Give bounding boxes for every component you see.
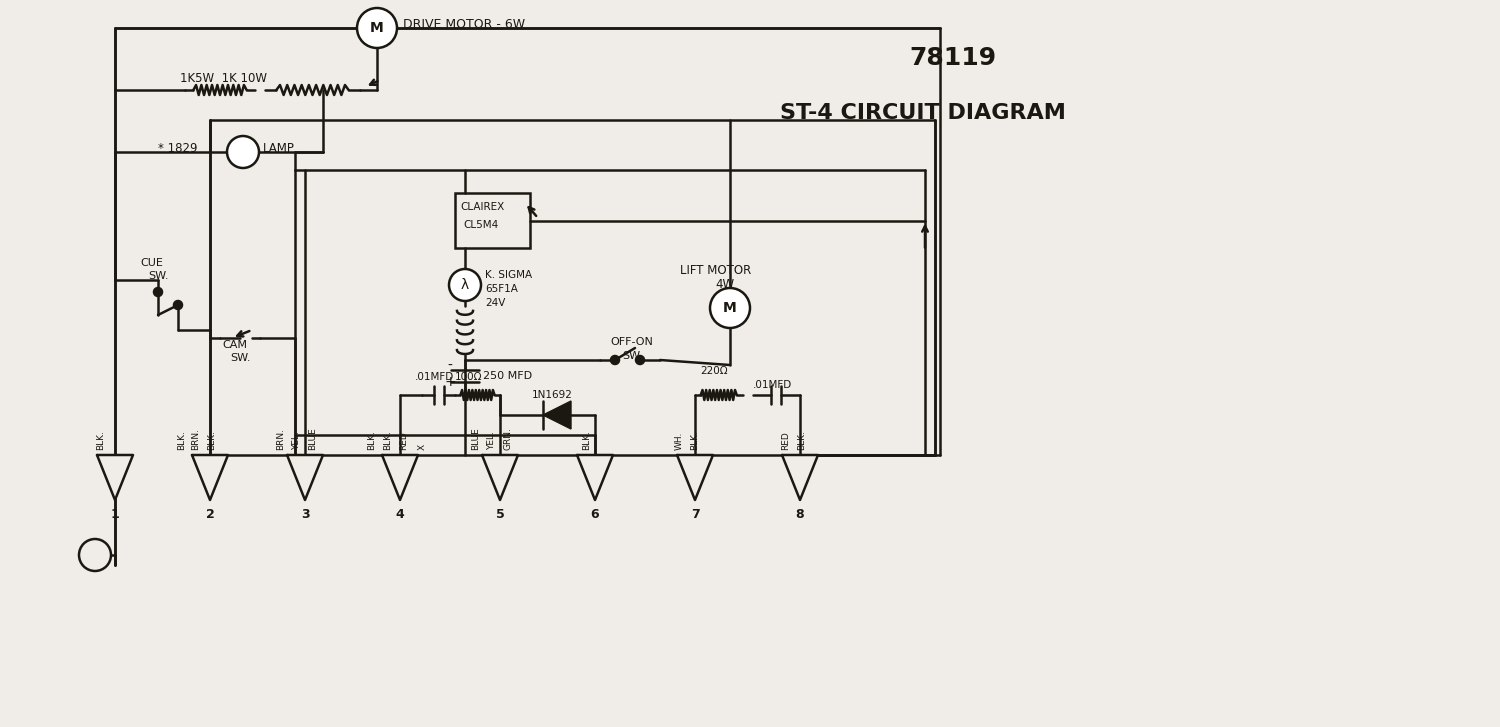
Text: 78119: 78119	[909, 46, 996, 71]
Text: CL5M4: CL5M4	[464, 220, 498, 230]
Text: 220Ω: 220Ω	[700, 366, 727, 376]
Circle shape	[226, 136, 260, 168]
Circle shape	[357, 8, 398, 48]
Text: RED: RED	[782, 431, 790, 450]
Text: X: X	[417, 444, 426, 450]
Text: BLK.: BLK.	[690, 430, 699, 450]
Text: LAMP: LAMP	[262, 142, 296, 156]
Text: .01MFD: .01MFD	[416, 372, 454, 382]
Text: 24V: 24V	[484, 298, 506, 308]
Polygon shape	[782, 455, 818, 500]
Text: +: +	[446, 375, 456, 389]
Text: SW.: SW.	[622, 351, 642, 361]
Text: * 1829: * 1829	[158, 142, 198, 156]
Text: LIFT MOTOR: LIFT MOTOR	[680, 263, 752, 276]
Text: YEL.: YEL.	[292, 431, 302, 450]
Text: 7: 7	[690, 507, 699, 521]
Text: BLUE: BLUE	[471, 427, 480, 450]
Polygon shape	[543, 401, 572, 429]
Text: BLK.: BLK.	[368, 430, 376, 450]
Text: BLK.: BLK.	[96, 430, 105, 450]
Circle shape	[448, 269, 482, 301]
Text: CAM: CAM	[222, 340, 248, 350]
Text: 6: 6	[591, 507, 600, 521]
Text: CLAIREX: CLAIREX	[460, 202, 504, 212]
Text: WH.: WH.	[675, 432, 684, 450]
Polygon shape	[382, 455, 418, 500]
Text: 1N1692: 1N1692	[532, 390, 573, 400]
Text: 65F1A: 65F1A	[484, 284, 518, 294]
Text: BLK.: BLK.	[177, 430, 186, 450]
Circle shape	[174, 301, 182, 309]
Text: λ: λ	[460, 278, 470, 292]
Text: RED: RED	[399, 431, 408, 450]
Text: 100Ω: 100Ω	[454, 372, 483, 382]
Text: 3: 3	[300, 507, 309, 521]
Text: .01MFD: .01MFD	[753, 380, 792, 390]
Text: 4: 4	[396, 507, 405, 521]
Text: -: -	[447, 359, 452, 373]
Polygon shape	[286, 455, 322, 500]
Circle shape	[636, 356, 644, 364]
Text: K. SIGMA: K. SIGMA	[484, 270, 532, 280]
Polygon shape	[578, 455, 614, 500]
Text: BRN.: BRN.	[276, 428, 285, 450]
Circle shape	[154, 288, 162, 296]
Polygon shape	[98, 455, 134, 500]
Text: M: M	[370, 21, 384, 35]
Text: SW.: SW.	[148, 271, 168, 281]
Circle shape	[610, 356, 620, 364]
Circle shape	[80, 539, 111, 571]
Text: 1K5W  1K 10W: 1K5W 1K 10W	[180, 71, 267, 84]
Text: BLK.: BLK.	[798, 430, 807, 450]
Text: YEL.: YEL.	[488, 431, 496, 450]
Text: 4W: 4W	[716, 278, 734, 291]
Text: 1: 1	[111, 507, 120, 521]
Text: ST-4 CIRCUIT DIAGRAM: ST-4 CIRCUIT DIAGRAM	[780, 103, 1065, 123]
Bar	[454, 193, 530, 248]
Text: SW.: SW.	[230, 353, 251, 363]
Text: M: M	[723, 301, 736, 315]
Text: 2: 2	[206, 507, 214, 521]
Text: BLK.: BLK.	[207, 430, 216, 450]
Text: 250 MFD: 250 MFD	[483, 371, 532, 381]
Circle shape	[710, 288, 750, 328]
Text: CUE: CUE	[140, 258, 164, 268]
Text: BRN.: BRN.	[192, 428, 201, 450]
Text: DRIVE MOTOR - 6W: DRIVE MOTOR - 6W	[404, 17, 525, 31]
Text: BLK.: BLK.	[384, 430, 393, 450]
Text: 5: 5	[495, 507, 504, 521]
Polygon shape	[676, 455, 712, 500]
Text: 8: 8	[795, 507, 804, 521]
Polygon shape	[482, 455, 518, 500]
Text: BLUE: BLUE	[309, 427, 318, 450]
Polygon shape	[192, 455, 228, 500]
Text: GRN.: GRN.	[504, 427, 513, 450]
Text: BLK.: BLK.	[582, 430, 591, 450]
Text: OFF-ON: OFF-ON	[610, 337, 652, 347]
